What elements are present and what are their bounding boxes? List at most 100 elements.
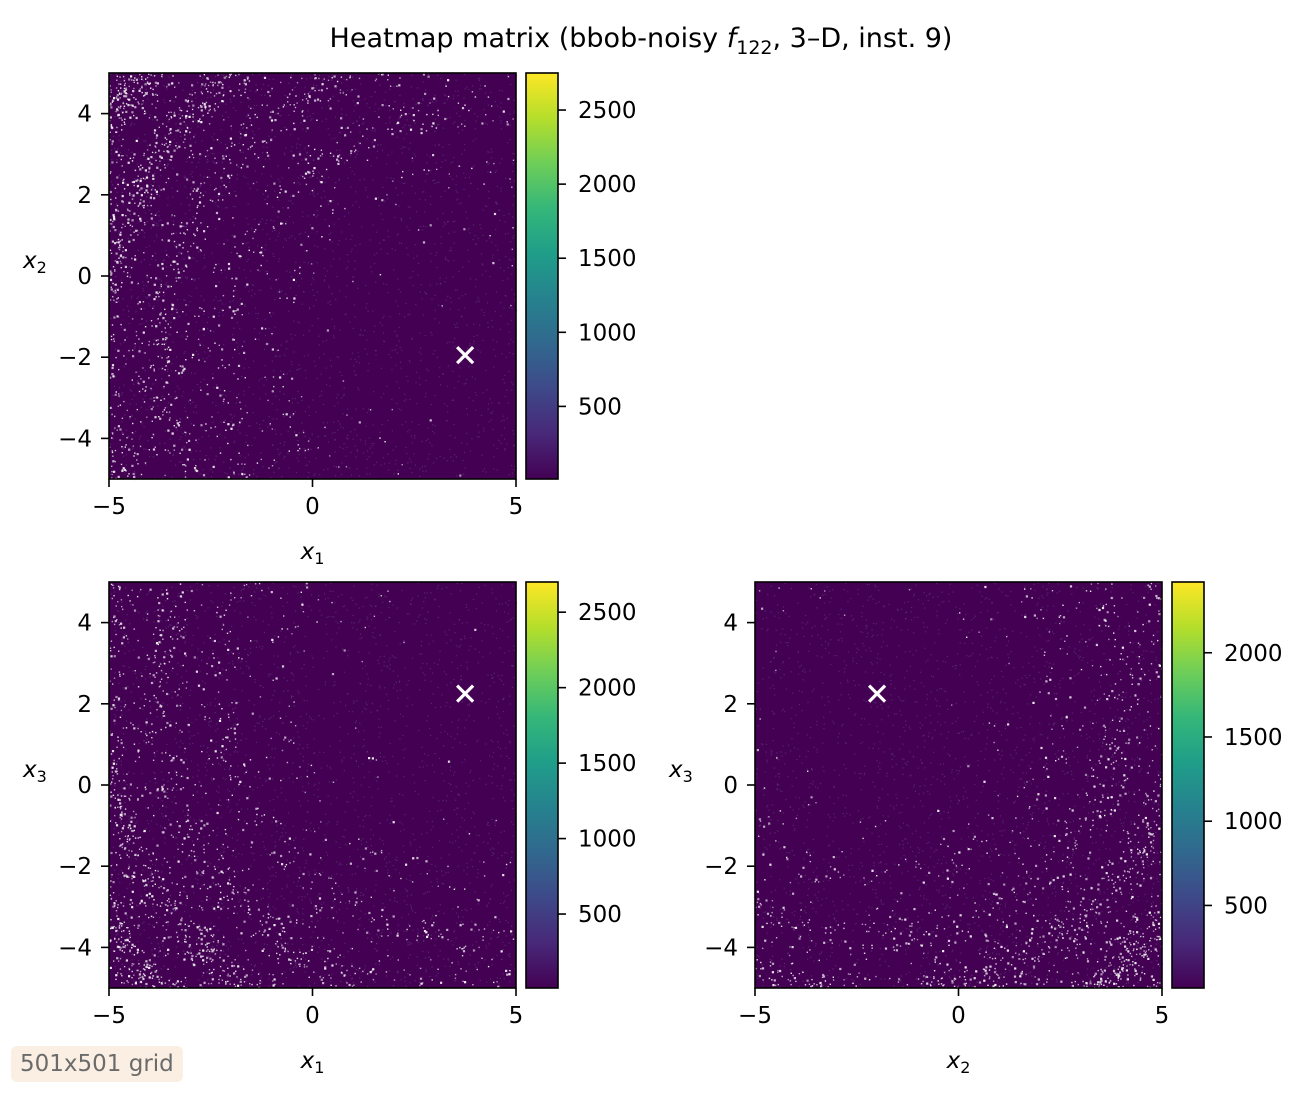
noise-texture-dot xyxy=(444,403,446,405)
noise-speckle xyxy=(191,885,194,888)
noise-speckle xyxy=(116,94,119,97)
noise-speckle xyxy=(206,942,208,944)
noise-speckle xyxy=(141,85,143,87)
noise-speckle xyxy=(111,161,114,164)
noise-speckle xyxy=(215,162,218,164)
noise-texture-dot xyxy=(425,470,427,472)
noise-speckle xyxy=(124,339,126,341)
noise-speckle xyxy=(133,455,135,457)
noise-speckle xyxy=(166,721,169,725)
noise-texture-dot xyxy=(275,395,277,397)
noise-texture-dot xyxy=(149,201,151,203)
noise-texture-dot xyxy=(176,429,178,431)
noise-speckle xyxy=(154,655,156,657)
noise-speckle xyxy=(121,446,123,448)
noise-texture-dot xyxy=(338,258,341,260)
noise-speckle xyxy=(184,138,186,140)
noise-speckle xyxy=(268,954,270,957)
noise-speckle xyxy=(133,114,135,117)
noise-speckle xyxy=(226,679,228,681)
noise-texture-dot xyxy=(499,89,501,91)
noise-speckle xyxy=(227,868,229,870)
noise-texture-dot xyxy=(178,113,180,115)
noise-texture-dot xyxy=(437,74,439,76)
noise-texture-dot xyxy=(468,366,470,368)
noise-speckle xyxy=(112,225,115,229)
noise-speckle xyxy=(146,81,149,83)
noise-speckle xyxy=(370,941,373,943)
noise-speckle xyxy=(262,254,264,257)
noise-texture-dot xyxy=(399,313,401,315)
noise-speckle xyxy=(220,269,222,271)
noise-texture-dot xyxy=(373,254,376,256)
noise-texture-dot xyxy=(325,367,327,369)
noise-speckle xyxy=(302,99,304,101)
noise-texture-dot xyxy=(396,136,398,138)
noise-texture-dot xyxy=(435,162,437,164)
noise-texture-dot xyxy=(127,209,129,211)
noise-speckle xyxy=(203,230,206,233)
noise-speckle xyxy=(333,948,335,950)
noise-speckle xyxy=(127,161,130,164)
noise-speckle xyxy=(143,152,145,155)
noise-speckle xyxy=(511,186,513,188)
noise-speckle xyxy=(161,357,163,359)
noise-speckle xyxy=(175,130,177,132)
noise-texture-dot xyxy=(213,139,215,141)
noise-speckle xyxy=(416,939,418,941)
noise-speckle xyxy=(271,348,274,351)
noise-texture-dot xyxy=(414,435,416,437)
noise-texture-dot xyxy=(324,196,326,198)
noise-speckle xyxy=(222,738,224,741)
noise-texture-dot xyxy=(253,134,255,136)
noise-speckle xyxy=(126,272,129,274)
noise-texture-dot xyxy=(488,162,490,164)
noise-texture-dot xyxy=(285,221,287,223)
noise-speckle xyxy=(355,727,357,729)
noise-speckle xyxy=(423,930,427,933)
x-tick-label: −5 xyxy=(92,494,126,520)
noise-texture-dot xyxy=(254,293,256,295)
noise-texture-dot xyxy=(202,469,204,471)
noise-speckle xyxy=(113,950,115,952)
noise-speckle xyxy=(145,189,148,192)
noise-texture-dot xyxy=(464,74,466,76)
noise-texture-dot xyxy=(383,393,385,395)
noise-speckle xyxy=(313,214,315,216)
noise-texture-dot xyxy=(231,417,233,419)
noise-texture-dot xyxy=(218,263,220,265)
noise-speckle xyxy=(396,85,398,87)
noise-texture-dot xyxy=(346,446,348,448)
noise-speckle xyxy=(122,223,124,225)
noise-speckle xyxy=(427,934,429,936)
noise-speckle xyxy=(491,958,493,961)
noise-texture-dot xyxy=(331,293,333,295)
noise-speckle xyxy=(237,984,240,987)
noise-speckle xyxy=(119,816,121,819)
noise-texture-dot xyxy=(388,462,390,464)
noise-texture-dot xyxy=(265,379,267,381)
noise-texture-dot xyxy=(328,134,330,136)
noise-speckle xyxy=(161,224,164,227)
noise-speckle xyxy=(152,433,155,436)
noise-speckle xyxy=(187,809,190,811)
noise-texture-dot xyxy=(374,128,376,130)
noise-speckle xyxy=(141,167,144,169)
noise-texture-dot xyxy=(334,431,336,434)
noise-speckle xyxy=(216,757,219,759)
noise-texture-dot xyxy=(513,293,515,295)
noise-speckle xyxy=(156,100,159,102)
noise-texture-dot xyxy=(285,341,287,343)
noise-speckle xyxy=(152,853,154,855)
noise-texture-dot xyxy=(280,115,282,117)
noise-texture-dot xyxy=(255,312,257,314)
noise-speckle xyxy=(171,638,174,640)
noise-speckle xyxy=(257,269,259,271)
noise-speckle xyxy=(183,885,185,888)
noise-speckle xyxy=(364,847,367,850)
noise-texture-dot xyxy=(144,133,146,136)
noise-texture-dot xyxy=(202,77,204,79)
noise-speckle xyxy=(127,218,130,221)
noise-texture-dot xyxy=(263,348,265,350)
noise-texture-dot xyxy=(455,456,457,458)
